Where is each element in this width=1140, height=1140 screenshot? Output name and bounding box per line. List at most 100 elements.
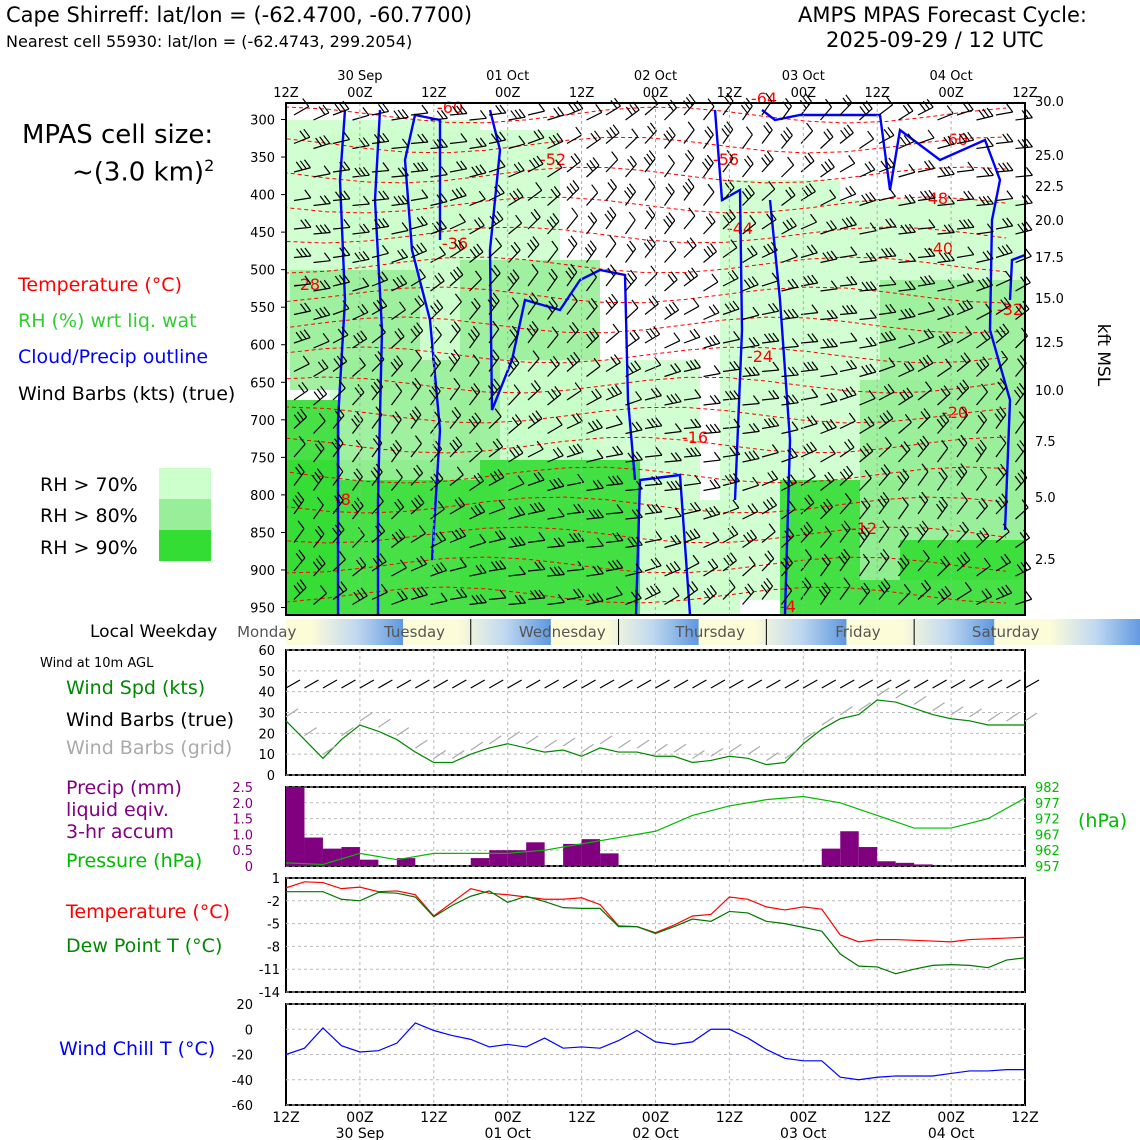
wind-barb-flag [511, 297, 519, 307]
wind-barb-flag [667, 274, 675, 283]
wind-barb-flag [507, 275, 515, 285]
temp-contour-1 [285, 136, 1007, 154]
wind-barb-flag [841, 218, 849, 228]
wind-barb [566, 420, 583, 430]
wind-barb-flag [850, 304, 858, 314]
wind-barb-flag [922, 356, 930, 366]
wind-barb [781, 286, 799, 292]
wind-barb-flag [375, 463, 383, 473]
wind-barb-flag [826, 251, 834, 261]
legend-barbs-grid: Wind Barbs (grid) [66, 737, 233, 759]
wind-barb-flag [694, 418, 702, 428]
wind-barb-flag [417, 295, 425, 305]
wind-barb-flag [556, 447, 564, 456]
wind-barb-flag [1004, 553, 1012, 563]
bottom-date-label: 03 Oct [780, 1126, 827, 1140]
weekday-band [606, 619, 699, 645]
wind-barb-flag [941, 440, 949, 449]
wind-barb-flag [635, 508, 643, 518]
wind-barb-flag [490, 561, 498, 571]
bottom-tick-label: 00Z [494, 1110, 521, 1126]
wind-barb-flag [372, 557, 380, 567]
bottom-tick-label: 12Z [1011, 1110, 1038, 1126]
wind-barb-flag [807, 275, 815, 285]
wind-barb [352, 447, 363, 463]
wind-barb-flag [609, 264, 617, 273]
wind-barb [293, 557, 306, 572]
wind-barb-flag [994, 413, 1002, 422]
wind-barb-flag [1005, 244, 1013, 253]
wind-barb-flag [323, 165, 331, 175]
wind-barb-flag [826, 128, 834, 138]
wind-barb-flag [941, 526, 949, 535]
temp-contour-9 [285, 376, 1007, 394]
wind-barb [995, 442, 1007, 458]
wind-barb-flag [414, 298, 422, 307]
wind-barb [508, 602, 526, 606]
sfc-barb-true [415, 679, 430, 689]
wind-barb-flag [451, 105, 459, 115]
wind-barb-flag [938, 471, 946, 481]
wind-barb-flag [414, 377, 422, 387]
wind-barb-flag [412, 245, 420, 255]
pressure-tick-label: 962 [1035, 844, 1060, 859]
cell-size-text: ~(3.0 km) [72, 157, 205, 188]
legend-temperature: Temperature (°C) [18, 274, 182, 296]
sfc-barb-grid [766, 752, 779, 762]
wind-barb-flag [887, 126, 895, 136]
wind-barb-flag [889, 188, 897, 197]
wind-barb-flag [733, 446, 741, 455]
wind-barb-flag [763, 124, 771, 134]
wind-barb-flag [577, 560, 585, 570]
wind-barb-flag [940, 558, 948, 568]
precip-bar [858, 847, 878, 866]
wind-barb [449, 474, 464, 486]
wind-barb-flag [936, 503, 943, 513]
wind-barb-flag [513, 163, 521, 173]
wind-barb-flag [865, 193, 873, 202]
wind-barb-flag [588, 301, 596, 311]
wind-barb-flag [529, 503, 537, 513]
sfc-barb-grid [729, 743, 742, 753]
wind-barb-flag [337, 407, 345, 416]
wind-barb-flag [979, 439, 987, 449]
wind-barb [956, 471, 968, 486]
wind-barb-flag [299, 160, 307, 170]
wind-barb-flag [684, 272, 692, 282]
wind-barb [683, 562, 700, 572]
sfc-barb-grid [673, 743, 687, 753]
wind-barb-flag [451, 410, 459, 419]
wind-barb-flag [650, 388, 658, 398]
wind-barb-flag [882, 412, 890, 422]
wind-barb-flag [448, 356, 456, 365]
wind-barb [859, 317, 877, 321]
wind-barb-flag [801, 580, 809, 590]
wind-barb-flag [986, 107, 994, 117]
wind-barb-flag [334, 275, 342, 285]
wind-barb-flag [689, 502, 697, 512]
wind-barb [469, 117, 487, 121]
wind-barb-flag [537, 129, 545, 139]
wind-barb-flag [708, 305, 716, 315]
sfc-barb-grid [655, 743, 668, 753]
wind-barb [1015, 507, 1029, 520]
wind-barb-flag [382, 162, 390, 171]
wind-barb [898, 504, 909, 520]
wind-barb-flag [880, 581, 888, 591]
wind-barb-flag [612, 446, 620, 456]
weekday-band [754, 619, 847, 645]
wind-barb-flag [985, 303, 993, 312]
wind-barb [683, 509, 701, 515]
wind-barb-flag [745, 126, 753, 136]
wind-barb [644, 364, 661, 373]
wind-barb [664, 107, 677, 121]
wind-barb [469, 362, 480, 377]
sfc-barb-true [950, 679, 966, 689]
temp-contour-16 [285, 586, 1007, 604]
wind-barb-flag [453, 269, 461, 278]
wind-barb-flag [901, 496, 909, 506]
wind-barb-flag [584, 247, 592, 256]
temp-contour-4 [285, 226, 1007, 244]
wind-barb-flag [557, 477, 565, 487]
wind-barb-flag [828, 445, 836, 455]
